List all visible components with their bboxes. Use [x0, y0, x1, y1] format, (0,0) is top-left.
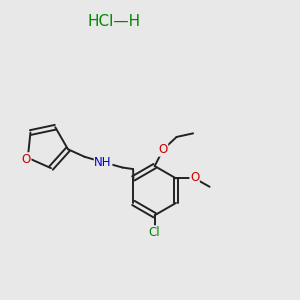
- Text: O: O: [158, 143, 168, 156]
- Text: Cl: Cl: [149, 226, 161, 239]
- Text: O: O: [190, 171, 199, 184]
- Text: HCl—H: HCl—H: [87, 14, 141, 28]
- Text: NH: NH: [94, 156, 112, 169]
- Text: O: O: [22, 153, 31, 166]
